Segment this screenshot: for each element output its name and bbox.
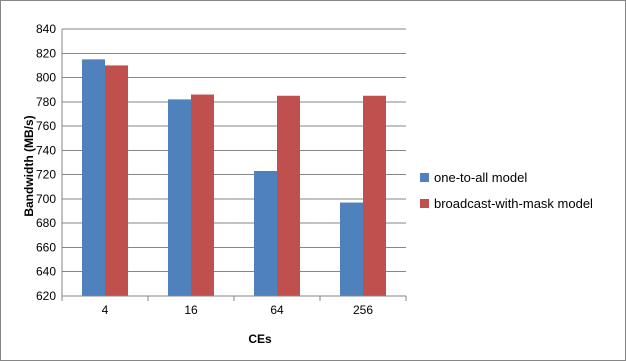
y-tick-label: 700 (36, 192, 56, 206)
y-tick-label: 760 (36, 119, 56, 133)
legend: one-to-all model broadcast-with-mask mode… (420, 170, 593, 211)
legend-swatch (420, 199, 429, 208)
legend-label: broadcast-with-mask model (434, 196, 593, 211)
y-tick-label: 780 (36, 95, 56, 109)
bar-broadcast-with-mask-4 (105, 65, 128, 296)
bar-broadcast-with-mask-256 (363, 95, 386, 296)
y-tick-label: 800 (36, 71, 56, 85)
y-axis-title: Bandwidth (MB/s) (22, 115, 36, 216)
y-tick-label: 740 (36, 143, 56, 157)
bar-broadcast-with-mask-16 (191, 94, 214, 296)
y-tick-labels: 620 640 660 680 700 720 740 760 780 800 820 840 (36, 22, 56, 303)
x-tick-label: 4 (102, 303, 109, 317)
bars (82, 59, 386, 297)
y-tick-label: 680 (36, 216, 56, 230)
legend-swatch (420, 173, 429, 182)
y-tick-label: 820 (36, 46, 56, 60)
bar-one-to-all-256 (340, 202, 363, 296)
y-tick-label: 720 (36, 168, 56, 182)
x-axis-title: CEs (248, 332, 272, 346)
bar-broadcast-with-mask-64 (277, 95, 300, 296)
y-tick-label: 640 (36, 265, 56, 279)
x-tick-label: 16 (184, 303, 198, 317)
x-tick-labels: 4 16 64 256 (102, 303, 374, 317)
x-tick-label: 256 (353, 303, 373, 317)
bar-one-to-all-16 (168, 99, 191, 297)
bar-one-to-all-4 (82, 59, 105, 296)
bar-one-to-all-64 (254, 170, 277, 296)
legend-label: one-to-all model (434, 170, 527, 185)
axes (61, 29, 407, 301)
y-tick-label: 840 (36, 22, 56, 36)
x-tick-label: 64 (270, 303, 284, 317)
y-tick-label: 660 (36, 240, 56, 254)
y-tick-label: 620 (36, 289, 56, 303)
